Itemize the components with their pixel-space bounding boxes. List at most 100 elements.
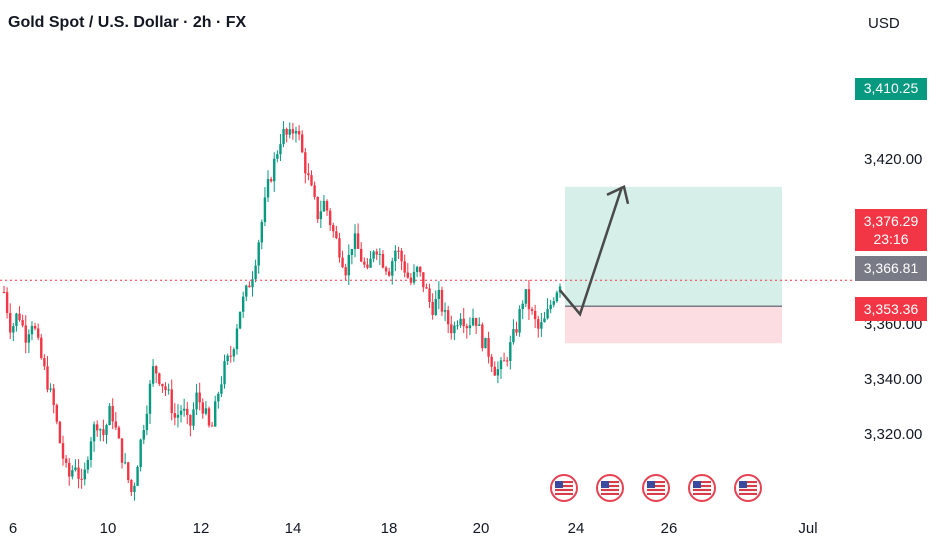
candle-body xyxy=(341,257,344,268)
candle-body xyxy=(294,130,298,134)
candle-body xyxy=(328,210,332,226)
candle-body xyxy=(403,261,406,273)
candle-body xyxy=(210,425,214,427)
current-price-tag: 3,376.29 23:16 xyxy=(855,209,927,251)
candle-body xyxy=(431,301,434,315)
candle-body xyxy=(471,317,475,326)
candle-body xyxy=(80,478,83,480)
candle-body xyxy=(378,253,382,255)
candle-body xyxy=(360,248,363,262)
candle-body xyxy=(273,158,276,182)
candle-body xyxy=(15,313,18,327)
candle-body xyxy=(49,388,52,390)
candle-body xyxy=(422,272,425,288)
flag-stripe xyxy=(555,485,573,487)
candle-body xyxy=(391,261,394,276)
candle-body xyxy=(285,128,288,135)
current-price-value: 3,376.29 xyxy=(863,213,919,229)
candle-body xyxy=(446,310,450,325)
candle-body xyxy=(245,285,248,297)
candle-body xyxy=(86,459,90,470)
candle-body xyxy=(226,355,229,362)
flag-stripe xyxy=(739,485,757,487)
candle-body xyxy=(459,318,462,326)
candle-body xyxy=(425,287,428,289)
candle-body xyxy=(173,413,177,418)
candle-body xyxy=(2,292,6,293)
candle-body xyxy=(12,326,15,333)
candle-body xyxy=(21,320,24,326)
candle-body xyxy=(207,408,211,426)
candle-body xyxy=(164,386,167,391)
entry-price-tag: 3,366.81 xyxy=(855,256,927,281)
flag-canton xyxy=(601,481,609,488)
candle-body xyxy=(450,324,453,334)
position-zones xyxy=(565,186,782,344)
candle-body xyxy=(338,238,341,258)
bar-countdown: 23:16 xyxy=(873,231,909,247)
candle-body xyxy=(55,405,59,422)
candle-body xyxy=(505,360,509,362)
candle-body xyxy=(111,406,114,422)
candle-body xyxy=(412,271,416,283)
flag-stripe xyxy=(693,493,711,495)
candle-body xyxy=(64,458,68,463)
candle-body xyxy=(46,366,49,390)
candle-body xyxy=(518,309,521,333)
trade-arrow-path xyxy=(559,186,624,317)
candle-body xyxy=(440,289,444,312)
candle-body xyxy=(189,415,192,426)
candle-body xyxy=(369,258,372,268)
candle-body xyxy=(257,242,260,266)
x-tick-label: Jul xyxy=(798,520,818,537)
y-tick-label: 3,340.00 xyxy=(864,371,923,388)
candle-body xyxy=(291,129,295,134)
candle-body xyxy=(279,144,282,155)
candle-body xyxy=(375,251,378,255)
candle-body xyxy=(99,429,102,431)
candle-body xyxy=(254,265,257,280)
candle-body xyxy=(363,261,366,265)
candle-body xyxy=(381,253,385,268)
candle-body xyxy=(241,296,245,312)
candle-body xyxy=(130,479,133,493)
candle-body xyxy=(161,383,164,387)
candle-body xyxy=(5,292,9,314)
candle-body xyxy=(310,175,313,186)
candle-body xyxy=(499,360,503,370)
candle-body xyxy=(415,266,419,272)
candle-body xyxy=(456,325,459,327)
candle-body xyxy=(515,329,518,333)
candle-body xyxy=(419,266,422,273)
candle-body xyxy=(313,185,316,197)
profit-zone xyxy=(565,186,782,307)
candle-body xyxy=(276,154,279,159)
candle-body xyxy=(335,231,338,239)
candle-body xyxy=(487,337,490,357)
flag-stripe xyxy=(693,489,711,491)
economic-events xyxy=(550,474,762,502)
candle-body xyxy=(353,233,357,249)
x-tick-label: 10 xyxy=(99,520,117,537)
candle-body xyxy=(223,361,226,385)
x-tick-label: 20 xyxy=(472,520,490,537)
candle-body xyxy=(139,439,142,468)
flag-stripe xyxy=(601,485,619,487)
candle-body xyxy=(148,383,152,414)
candle-body xyxy=(136,467,139,486)
candle-body xyxy=(474,317,478,326)
candle-body xyxy=(468,325,472,329)
candle-body xyxy=(220,384,223,394)
currency-label: USD xyxy=(868,15,900,32)
flag-stripe xyxy=(647,485,665,487)
candle-body xyxy=(496,369,500,376)
candle-body xyxy=(462,318,465,327)
candle-body xyxy=(372,251,375,259)
candle-body xyxy=(493,366,496,376)
x-tick-label: 26 xyxy=(660,520,678,537)
candle-body xyxy=(9,313,12,333)
stop-price-tag: 3,353.36 xyxy=(855,297,927,321)
candle-body xyxy=(92,424,96,442)
